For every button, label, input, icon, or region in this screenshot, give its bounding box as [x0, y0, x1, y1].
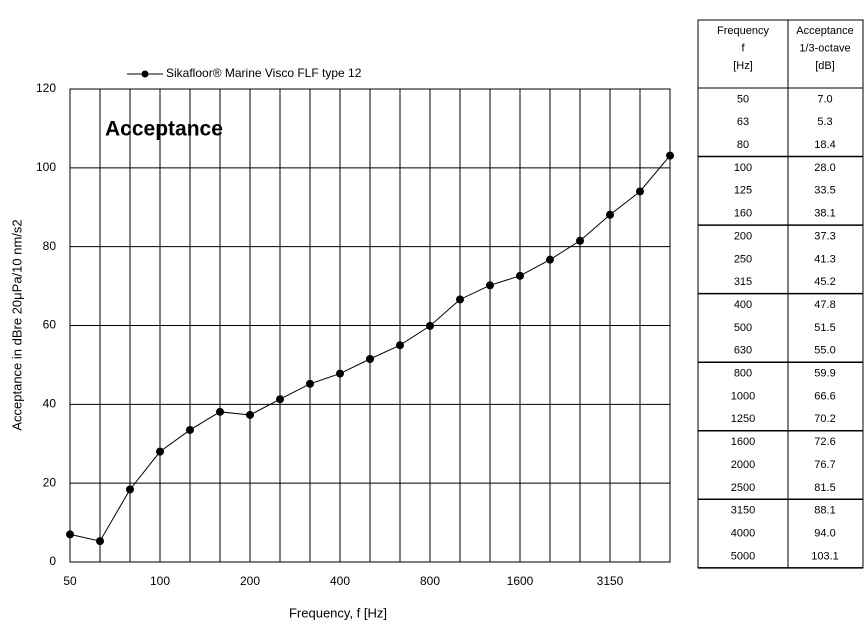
y-tick-label: 100: [36, 160, 56, 174]
data-point: [666, 151, 674, 160]
table-cell: 66.6: [814, 390, 835, 402]
table-header-text: 1/3-octave: [799, 42, 850, 54]
data-point: [486, 281, 494, 290]
x-tick-label: 100: [150, 574, 170, 588]
data-point: [66, 530, 74, 539]
table-cell: 1000: [731, 390, 755, 402]
x-tick-label: 3150: [597, 574, 624, 588]
data-point: [276, 395, 284, 404]
table-cell: 1250: [731, 413, 755, 425]
table-cell: 2000: [731, 459, 755, 471]
table-cell: 160: [734, 208, 752, 220]
table-cell: 47.8: [814, 299, 835, 311]
table-cell: 38.1: [814, 208, 835, 220]
table-cell: 55.0: [814, 345, 835, 357]
table-cell: 3150: [731, 505, 755, 517]
table-cell: 72.6: [814, 436, 835, 448]
table-cell: 125: [734, 185, 752, 197]
table-cell: 500: [734, 322, 752, 334]
annotation: Acceptance: [105, 118, 223, 141]
y-tick-label: 40: [43, 397, 57, 411]
table-cell: 18.4: [814, 139, 835, 151]
data-point: [156, 447, 164, 456]
data-point: [516, 271, 524, 280]
table-cell: 250: [734, 253, 752, 265]
data-point: [606, 210, 614, 219]
table-body-box: [697, 87, 864, 569]
table-cell: 80: [737, 139, 749, 151]
table-cell: 5.3: [817, 116, 832, 128]
y-axis-label: Acceptance in dBre 20μPa/10 nm/s2: [9, 219, 24, 430]
table-cell: 94.0: [814, 527, 835, 539]
table-cell: 630: [734, 345, 752, 357]
data-point: [426, 321, 434, 330]
data-point: [396, 341, 404, 350]
plot-frame: [69, 88, 671, 563]
table-cell: 33.5: [814, 185, 835, 197]
x-tick-label: 1600: [507, 574, 534, 588]
y-tick-label: 20: [43, 475, 57, 489]
legend-label: Sikafloor® Marine Visco FLF type 12: [166, 66, 362, 80]
table-cell: 37.3: [814, 230, 835, 242]
data-point: [366, 355, 374, 364]
data-point: [456, 295, 464, 304]
table-cell: 51.5: [814, 322, 835, 334]
data-point: [246, 410, 254, 419]
data-point: [126, 485, 134, 494]
x-tick-label: 50: [63, 574, 77, 588]
table-cell: 45.2: [814, 276, 835, 288]
y-tick-label: 0: [49, 554, 56, 568]
table-header-text: [Hz]: [733, 60, 753, 72]
y-tick-label: 120: [36, 81, 56, 95]
data-point: [216, 407, 224, 416]
table-cell: 100: [734, 162, 752, 174]
table-cell: 63: [737, 116, 749, 128]
data-point: [186, 425, 194, 434]
table-cell: 7.0: [817, 93, 832, 105]
table-header-text: f: [741, 42, 745, 54]
table-cell: 70.2: [814, 413, 835, 425]
x-tick-label: 800: [420, 574, 440, 588]
y-tick-label: 60: [43, 318, 57, 332]
table-cell: 88.1: [814, 505, 835, 517]
table-cell: 1600: [731, 436, 755, 448]
table-cell: 2500: [731, 482, 755, 494]
table-header-text: Acceptance: [796, 25, 853, 37]
y-tick-label: 80: [43, 239, 57, 253]
table-cell: 4000: [731, 527, 755, 539]
data-point: [306, 379, 314, 388]
data-point: [636, 187, 644, 196]
data-point: [96, 537, 104, 546]
table-cell: 76.7: [814, 459, 835, 471]
data-point: [546, 255, 554, 264]
table-cell: 28.0: [814, 162, 835, 174]
table-header-text: [dB]: [815, 60, 835, 72]
table-cell: 103.1: [811, 550, 839, 562]
x-tick-label: 400: [330, 574, 350, 588]
table-cell: 315: [734, 276, 752, 288]
x-tick-label: 200: [240, 574, 260, 588]
table-cell: 5000: [731, 550, 755, 562]
table-cell: 400: [734, 299, 752, 311]
table-cell: 50: [737, 93, 749, 105]
table-cell: 200: [734, 230, 752, 242]
table-cell: 800: [734, 368, 752, 380]
data-point: [576, 236, 584, 245]
table-cell: 41.3: [814, 253, 835, 265]
table-cell: 59.9: [814, 368, 835, 380]
data-point: [336, 369, 344, 378]
x-axis-label: Frequency, f [Hz]: [289, 605, 387, 620]
legend-marker: [141, 70, 149, 78]
table-cell: 81.5: [814, 482, 835, 494]
table-header-text: Frequency: [717, 25, 769, 37]
